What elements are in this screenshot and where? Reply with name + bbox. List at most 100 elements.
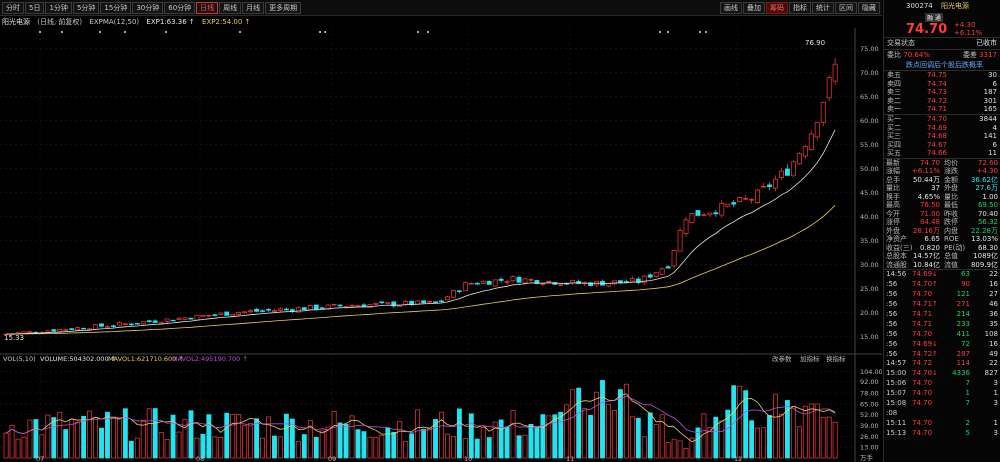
- tool-button-5[interactable]: 区间: [835, 2, 857, 14]
- volume-bar: [761, 427, 766, 459]
- volume-bar: [743, 390, 749, 459]
- stat-row: 最新 74.70 均价 72.60: [886, 158, 998, 167]
- x-axis-label: 10: [464, 455, 472, 462]
- price-axis-label: 65.00: [860, 93, 879, 101]
- volume-bar: [194, 437, 200, 459]
- volume-bar: [504, 426, 510, 459]
- tick-list: 14:56 74.69↓ 63 22:56 74.70↑ 90 16:56 74.70 121 2…: [884, 270, 1000, 438]
- candle: [194, 314, 200, 321]
- ma-name[interactable]: EXPMA(12,50): [89, 18, 140, 26]
- period-tab-7[interactable]: 日线: [196, 2, 219, 14]
- event-mark: [705, 31, 707, 33]
- volume-bar: [516, 435, 522, 459]
- price-axis-label: 30.00: [860, 261, 879, 269]
- tool-button-2[interactable]: 筹码: [766, 2, 788, 14]
- volume-bar: [99, 427, 104, 459]
- tick-row: 15:13 74.70 5 3: [886, 428, 998, 437]
- low-price-label: 15.33: [4, 334, 24, 342]
- volume-bar: [230, 414, 236, 459]
- candle: [612, 280, 617, 285]
- period-tab-4[interactable]: 15分钟: [100, 2, 132, 14]
- candle: [224, 311, 230, 316]
- candle: [45, 330, 51, 333]
- volume-bar: [272, 435, 277, 459]
- volume-bar: [492, 421, 498, 459]
- candle: [152, 320, 158, 323]
- tool-button-6[interactable]: 隐藏: [858, 2, 880, 14]
- period-tab-3[interactable]: 5分钟: [72, 2, 100, 14]
- candle: [307, 305, 313, 310]
- volume-bar: [462, 438, 468, 459]
- candle: [713, 212, 719, 215]
- volume-bar: [450, 436, 456, 459]
- candle: [450, 289, 456, 298]
- candle: [707, 212, 713, 216]
- volume-bar: [134, 437, 140, 459]
- candle: [659, 268, 665, 275]
- volume-bar: [421, 429, 427, 459]
- stat-row: 今开 71.00 昨收 70.40: [886, 209, 998, 218]
- candle: [719, 202, 725, 216]
- tool-button-3[interactable]: 指标: [789, 2, 811, 14]
- analysis-link[interactable]: 跌点回调后个股后跌概率: [884, 60, 1000, 71]
- volume-bar: [224, 412, 230, 459]
- candle: [576, 281, 582, 284]
- volume-bar: [355, 429, 361, 459]
- candle: [617, 280, 623, 283]
- period-tab-8[interactable]: 周线: [219, 2, 242, 14]
- stat-row: 量比 37 外盘 27.6万: [886, 184, 998, 193]
- event-mark: [667, 31, 669, 33]
- period-tab-10[interactable]: 更多周期: [265, 2, 302, 14]
- volume-bar: [206, 414, 212, 459]
- candle: [623, 281, 629, 283]
- volume-info: VOL(5,10) VOLUME:504302.000 ↑ MAVOL1:621…: [3, 354, 846, 363]
- volume-bar: [480, 427, 486, 459]
- tick-row: :56 74.71 233 35: [886, 319, 998, 328]
- price-axis-label: 60.00: [860, 117, 879, 125]
- ema2-line: [6, 205, 836, 335]
- volume-bar: [349, 415, 355, 459]
- volume-bar: [391, 431, 397, 459]
- volume-bar: [93, 416, 98, 459]
- ask-row: 卖三 74.73 187: [887, 88, 997, 97]
- trade-status: 交易状态 已收市: [887, 39, 997, 47]
- volume-bar: [629, 416, 635, 459]
- bid-row: 买四 74.67 6: [887, 140, 997, 149]
- candle: [534, 280, 540, 284]
- volume-bar: [33, 419, 39, 459]
- candle: [200, 314, 206, 317]
- period-tab-1[interactable]: 5日: [25, 2, 45, 14]
- candle: [802, 145, 808, 157]
- candle: [462, 282, 468, 292]
- vol-value: VOLUME:504302.000 ↑: [40, 355, 116, 363]
- stat-row: 收益(三) 0.820 PE(动) 68.30: [886, 243, 998, 252]
- volume-bar: [325, 426, 331, 459]
- candle: [367, 304, 373, 308]
- candle: [683, 219, 689, 234]
- period-tab-2[interactable]: 1分钟: [45, 2, 72, 14]
- event-mark: [165, 31, 167, 33]
- stat-row: 总手 50.44万 金额 36.62亿: [886, 175, 998, 184]
- candle: [182, 317, 188, 320]
- candle: [230, 313, 236, 317]
- event-mark: [61, 31, 63, 33]
- period-tab-0[interactable]: 分时: [2, 2, 24, 14]
- volume-bar: [647, 412, 653, 459]
- candle: [546, 280, 552, 283]
- tool-button-0[interactable]: 画线: [720, 2, 742, 14]
- kline-chart[interactable]: 75.00 70.00 65.00 60.00 55.00 50.00 45.00 40.00…: [0, 28, 882, 462]
- tool-button-1[interactable]: 叠加: [743, 2, 765, 14]
- period-tab-6[interactable]: 60分钟: [164, 2, 196, 14]
- tool-button-4[interactable]: 统计: [812, 2, 834, 14]
- candle: [671, 250, 677, 267]
- volume-bar: [331, 410, 337, 459]
- candle: [784, 168, 790, 176]
- volume-bar: [606, 403, 611, 459]
- period-tab-9[interactable]: 月线: [242, 2, 265, 14]
- volume-bar: [57, 411, 63, 459]
- volume-bar: [474, 438, 480, 459]
- period-tab-5[interactable]: 30分钟: [132, 2, 164, 14]
- volume-bar: [45, 414, 51, 459]
- candle: [57, 328, 63, 333]
- volume-bar: [212, 436, 218, 459]
